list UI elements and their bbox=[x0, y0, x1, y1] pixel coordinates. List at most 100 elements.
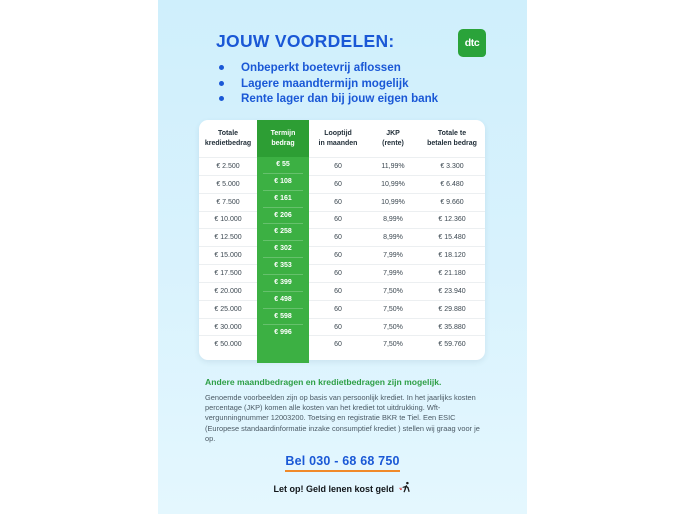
phone-block: Bel 030 - 68 68 750 bbox=[158, 452, 527, 472]
highlight-column-header bbox=[257, 120, 309, 157]
table-row: € 25.000€ 498607,50%€ 29.880 bbox=[199, 299, 485, 319]
bullet-icon bbox=[219, 96, 224, 102]
table-row: € 2.500€ 556011,99%€ 3.300 bbox=[199, 157, 485, 176]
table-row: € 17.500€ 353607,99%€ 21.180 bbox=[199, 264, 485, 283]
cell-krediet: € 50.000 bbox=[199, 335, 257, 354]
header-section: JOUW VOORDELEN: Onbeperkt boetevrij aflo… bbox=[158, 0, 527, 118]
header-line-2: betalen bedrag bbox=[427, 139, 477, 147]
cell-jkp: 7,50% bbox=[367, 317, 419, 336]
cell-totaal: € 21.180 bbox=[419, 264, 485, 283]
page-title: JOUW VOORDELEN: bbox=[216, 31, 395, 51]
cell-totaal: € 9.660 bbox=[419, 192, 485, 212]
cell-jkp: 8,99% bbox=[367, 210, 419, 229]
cell-krediet: € 30.000 bbox=[199, 317, 257, 336]
table-row: € 10.000€ 206608,99%€ 12.360 bbox=[199, 210, 485, 229]
column-header-krediet: Totale kredietbedrag bbox=[199, 120, 257, 158]
header-line-2: in maanden bbox=[318, 139, 358, 147]
header-line-2: (rente) bbox=[382, 139, 404, 147]
cell-totaal: € 15.480 bbox=[419, 228, 485, 247]
highlight-cell-termijn: € 353 bbox=[257, 258, 309, 275]
cell-totaal: € 18.120 bbox=[419, 246, 485, 265]
cell-krediet: € 10.000 bbox=[199, 210, 257, 229]
cell-jkp: 7,50% bbox=[367, 335, 419, 354]
cell-jkp: 7,99% bbox=[367, 246, 419, 265]
cell-looptijd: 60 bbox=[309, 174, 367, 194]
benefit-label: Onbeperkt boetevrij aflossen bbox=[241, 61, 401, 74]
highlight-cell-termijn: € 161 bbox=[257, 191, 309, 208]
table-header: Totale kredietbedrag Looptijd in maanden… bbox=[199, 120, 485, 158]
dtc-logo-icon: dtc bbox=[458, 29, 486, 57]
cell-krediet: € 12.500 bbox=[199, 228, 257, 247]
cell-totaal: € 6.480 bbox=[419, 174, 485, 194]
table-row: € 12.500€ 258608,99%€ 15.480 bbox=[199, 228, 485, 247]
cell-jkp: 10,99% bbox=[367, 192, 419, 212]
cell-looptijd: 60 bbox=[309, 246, 367, 265]
footer-disclaimer: Genoemde voorbeelden zijn op basis van p… bbox=[205, 393, 480, 443]
cell-looptijd: 60 bbox=[309, 335, 367, 354]
cell-jkp: 11,99% bbox=[367, 157, 419, 176]
cell-totaal: € 59.760 bbox=[419, 335, 485, 354]
header-line-1: Looptijd bbox=[324, 129, 352, 137]
running-person-icon bbox=[398, 481, 412, 496]
cell-krediet: € 5.000 bbox=[199, 174, 257, 194]
column-header-totaal: Totale te betalen bedrag bbox=[419, 120, 485, 158]
column-header-jkp: JKP (rente) bbox=[367, 120, 419, 158]
rates-card: Totale kredietbedrag Looptijd in maanden… bbox=[199, 120, 485, 360]
table-row: € 15.000€ 302607,99%€ 18.120 bbox=[199, 246, 485, 265]
table-row: € 50.000€ 996607,50%€ 59.760 bbox=[199, 335, 485, 354]
cell-krediet: € 20.000 bbox=[199, 281, 257, 301]
cell-totaal: € 23.940 bbox=[419, 281, 485, 301]
list-item: Rente lager dan bij jouw eigen bank bbox=[216, 91, 438, 107]
warning-block: Let op! Geld lenen kost geld bbox=[158, 481, 527, 496]
footer-section: Andere maandbedragen en kredietbedragen … bbox=[205, 377, 483, 444]
header-line-2: kredietbedrag bbox=[204, 139, 252, 147]
cell-looptijd: 60 bbox=[309, 192, 367, 212]
highlight-cell-termijn: € 996 bbox=[274, 329, 292, 337]
cell-jkp: 8,99% bbox=[367, 228, 419, 247]
cell-looptijd: 60 bbox=[309, 317, 367, 336]
highlight-column-termijn: Termijn bedrag € 55 € 108 € 161 € 206 € 258 €… bbox=[257, 120, 309, 363]
cell-totaal: € 3.300 bbox=[419, 157, 485, 176]
highlight-cell-termijn: € 302 bbox=[257, 241, 309, 258]
cell-totaal: € 35.880 bbox=[419, 317, 485, 336]
footer-title: Andere maandbedragen en kredietbedragen … bbox=[205, 377, 442, 387]
highlight-cell-termijn: € 206 bbox=[257, 208, 309, 225]
cell-looptijd: 60 bbox=[309, 157, 367, 176]
flyer-panel: JOUW VOORDELEN: Onbeperkt boetevrij aflo… bbox=[158, 0, 527, 514]
highlight-cell-termijn: € 399 bbox=[257, 275, 309, 292]
benefit-label: Lagere maandtermijn mogelijk bbox=[241, 76, 409, 90]
rates-table: Totale kredietbedrag Looptijd in maanden… bbox=[199, 120, 485, 354]
phone-link[interactable]: Bel 030 - 68 68 750 bbox=[285, 454, 400, 472]
highlight-cell-termijn: € 598 bbox=[257, 309, 309, 326]
table-header-row: Totale kredietbedrag Looptijd in maanden… bbox=[199, 120, 485, 158]
cell-looptijd: 60 bbox=[309, 299, 367, 319]
highlight-cell-termijn: € 108 bbox=[257, 174, 309, 191]
cell-krediet: € 2.500 bbox=[199, 157, 257, 176]
cell-krediet: € 17.500 bbox=[199, 264, 257, 283]
cell-looptijd: 60 bbox=[309, 228, 367, 247]
cell-krediet: € 7.500 bbox=[199, 192, 257, 212]
cell-jkp: 7,50% bbox=[367, 281, 419, 301]
cell-totaal: € 12.360 bbox=[419, 210, 485, 229]
header-line-1: JKP bbox=[386, 129, 400, 137]
highlight-cell-termijn: € 498 bbox=[257, 292, 309, 309]
table-body: € 2.500€ 556011,99%€ 3.300€ 5.000€ 10860… bbox=[199, 157, 485, 354]
table-row: € 30.000€ 598607,50%€ 35.880 bbox=[199, 317, 485, 336]
cell-looptijd: 60 bbox=[309, 264, 367, 283]
column-header-looptijd: Looptijd in maanden bbox=[309, 120, 367, 158]
header-line-1: Totale bbox=[217, 129, 239, 137]
header-line-1: Totale te bbox=[437, 129, 467, 137]
warning-label: Let op! Geld lenen kost geld bbox=[273, 484, 394, 494]
bullet-icon bbox=[219, 65, 224, 70]
benefit-label: Rente lager dan bij jouw eigen bank bbox=[241, 92, 439, 106]
highlight-cell-termijn: € 258 bbox=[257, 224, 309, 242]
rates-card-wrapper: Totale kredietbedrag Looptijd in maanden… bbox=[199, 120, 485, 363]
bullet-icon bbox=[219, 80, 224, 86]
highlight-cell-termijn: € 55 bbox=[257, 157, 309, 174]
logo-text: dtc bbox=[464, 37, 480, 49]
cell-jkp: 10,99% bbox=[367, 174, 419, 194]
cell-looptijd: 60 bbox=[309, 281, 367, 301]
benefits-list: Onbeperkt boetevrij aflossen Lagere maan… bbox=[216, 60, 438, 107]
highlight-column-header-label: Termijn bedrag bbox=[257, 120, 309, 157]
cell-totaal: € 29.880 bbox=[419, 299, 485, 319]
